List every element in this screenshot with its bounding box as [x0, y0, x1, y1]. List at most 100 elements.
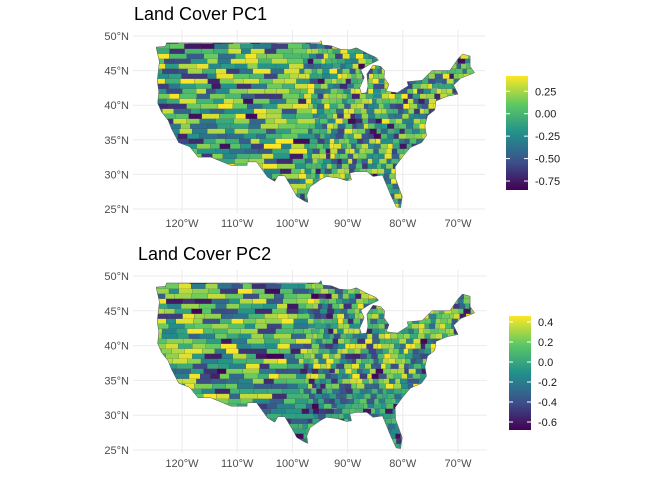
county-cell: [462, 338, 468, 346]
county-cell: [359, 280, 368, 285]
county-cell: [378, 283, 386, 291]
county-cell: [428, 198, 434, 204]
county-cell: [393, 313, 400, 323]
county-cell: [358, 40, 365, 45]
county-cell: [327, 118, 336, 124]
county-cell: [424, 383, 433, 392]
county-cell: [466, 423, 475, 429]
county-cell: [435, 58, 441, 65]
county-cell: [427, 454, 434, 460]
county-cell: [470, 328, 475, 337]
county-cell: [414, 168, 420, 178]
county-cell: [437, 53, 443, 59]
county-cell: [391, 73, 397, 82]
county-cell: [460, 163, 469, 172]
county-cell: [280, 203, 294, 208]
county-cell: [418, 433, 426, 441]
county-cell: [446, 133, 453, 143]
county-cell: [156, 123, 164, 140]
county-cell: [465, 113, 472, 123]
county-cell: [311, 98, 317, 105]
county-cell: [399, 443, 405, 449]
county-cell: [414, 53, 422, 62]
county-cell: [156, 108, 163, 122]
county-cell: [449, 153, 456, 163]
county-cell: [474, 158, 475, 164]
county-cell: [470, 58, 475, 65]
county-cell: [396, 283, 402, 291]
county-cell: [333, 433, 340, 440]
county-cell: [334, 353, 341, 359]
county-cell: [468, 288, 475, 295]
county-cell: [432, 418, 439, 427]
county-cell: [339, 368, 346, 374]
county-cell: [368, 193, 377, 199]
county-cell: [390, 63, 397, 70]
county-cell: [431, 183, 437, 190]
county-cell: [465, 313, 472, 322]
county-cell: [412, 73, 418, 80]
county-cell: [325, 280, 331, 284]
county-cell: [156, 118, 162, 129]
county-cell: [368, 183, 375, 189]
latitude-tick-label: 50°N: [104, 271, 129, 283]
county-cell: [458, 280, 465, 287]
county-cell: [470, 418, 475, 427]
county-cell: [438, 193, 444, 200]
county-cell: [435, 333, 443, 339]
county-cell: [440, 58, 446, 67]
county-cell: [323, 93, 330, 99]
county-cell: [322, 303, 328, 309]
county-cell: [407, 438, 413, 445]
county-cell: [440, 48, 446, 55]
county-cell: [369, 428, 375, 434]
county-cell: [470, 393, 475, 402]
county-cell: [458, 118, 465, 128]
county-cell: [460, 48, 468, 54]
county-cell: [449, 148, 458, 154]
legend-tick-label: -0.6: [538, 417, 557, 429]
county-cell: [193, 393, 204, 405]
county-cell: [339, 428, 345, 435]
county-cell: [383, 378, 390, 384]
county-cell: [477, 434, 484, 442]
county-cell: [410, 188, 418, 195]
county-cell: [352, 280, 360, 284]
county-cell: [466, 428, 473, 435]
county-cell: [248, 203, 267, 208]
county-cell: [464, 280, 472, 284]
county-cell: [419, 403, 427, 411]
latitude-tick-label: 50°N: [104, 31, 129, 43]
county-cell: [261, 209, 275, 223]
county-cell: [378, 428, 385, 434]
county-cell: [183, 403, 201, 414]
county-cell: [395, 423, 404, 429]
county-cell: [156, 438, 161, 447]
county-cell: [433, 118, 438, 127]
county-cell: [368, 103, 374, 109]
county-cell: [440, 388, 448, 395]
county-cell: [315, 40, 322, 45]
county-cell: [156, 383, 170, 393]
county-cell: [436, 108, 442, 115]
county-cell: [313, 318, 321, 325]
county-cell: [430, 128, 436, 135]
county-cell: [424, 68, 430, 75]
county-cell: [450, 363, 458, 372]
county-cell: [415, 298, 423, 305]
county-cell: [164, 143, 182, 153]
county-cell: [460, 353, 466, 362]
county-cell: [423, 438, 431, 446]
county-cell: [199, 173, 218, 189]
county-cell: [437, 198, 446, 205]
county-cell: [470, 293, 475, 300]
county-cell: [364, 383, 373, 390]
county-cell: [439, 363, 447, 371]
county-cell: [427, 288, 434, 296]
county-cell: [366, 388, 372, 394]
county-cell: [308, 323, 315, 329]
county-cell: [444, 428, 453, 435]
county-cell: [317, 193, 325, 200]
county-cell: [279, 418, 291, 432]
county-cell: [435, 123, 443, 133]
